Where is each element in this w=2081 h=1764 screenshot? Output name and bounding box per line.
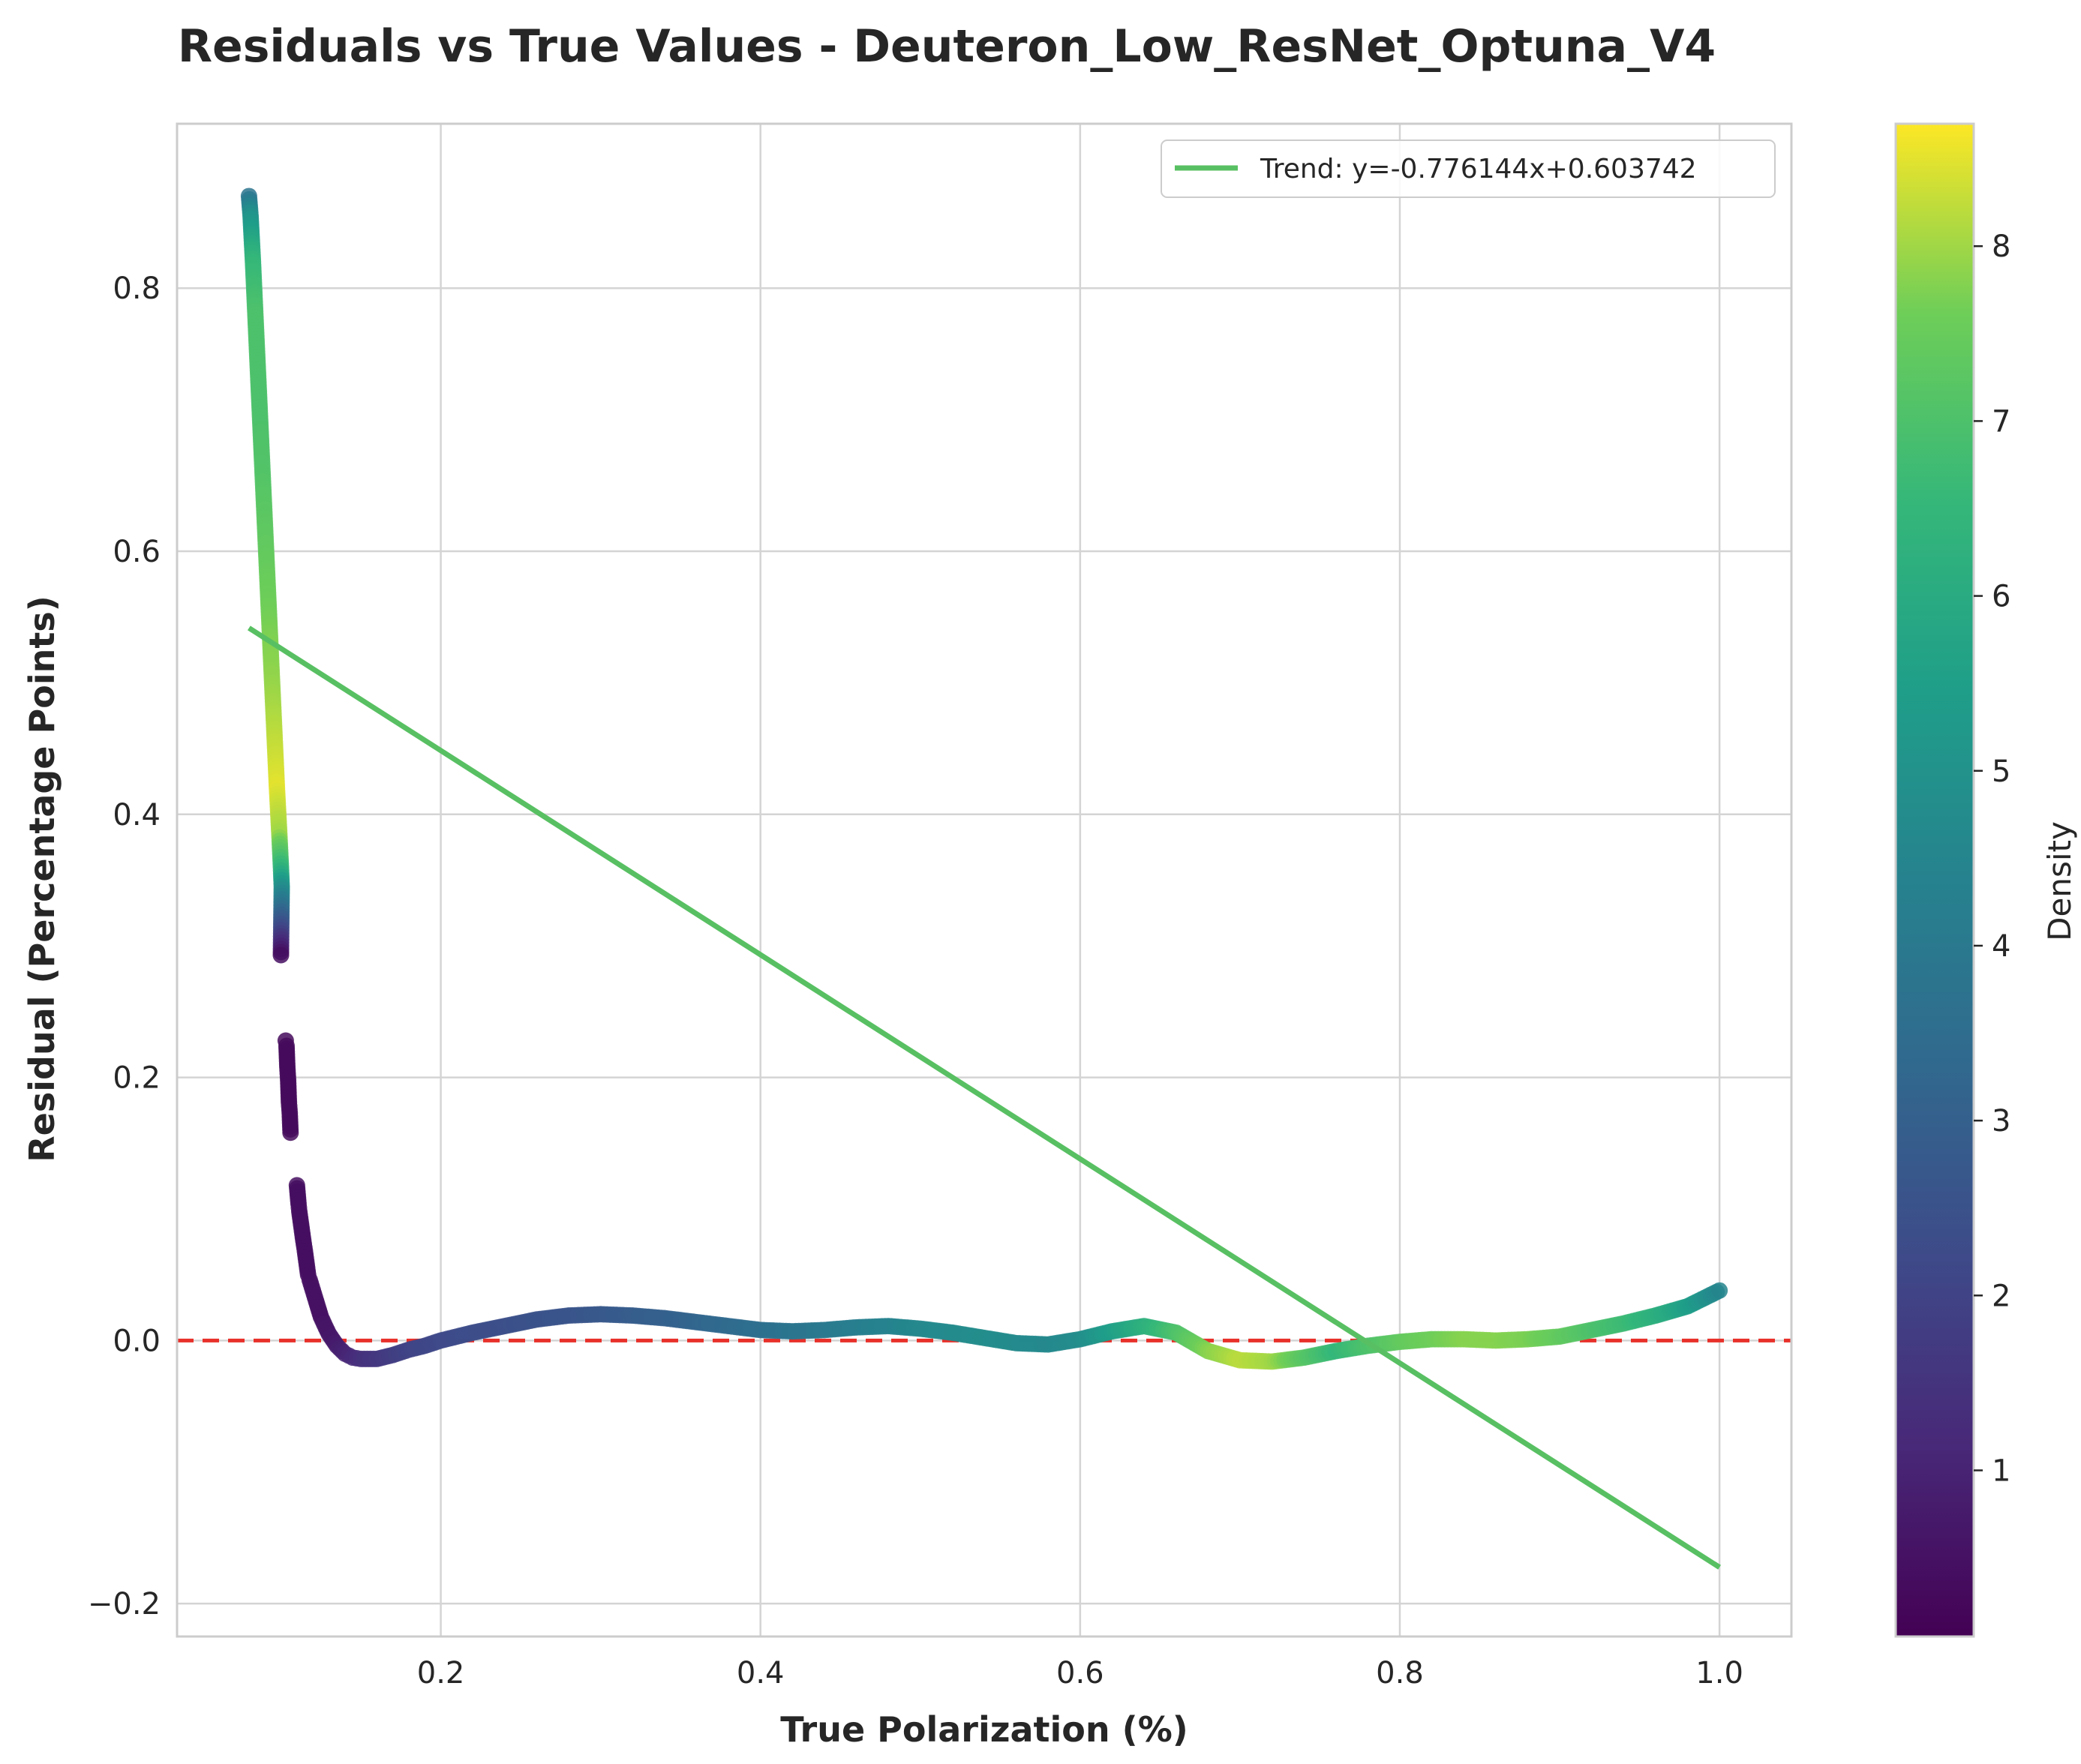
y-axis-ticks: −0.2 0.0 0.2 0.4 0.6 0.8 (88, 272, 161, 1622)
colorbar-tick-label: 4 (1992, 929, 2010, 964)
x-tick-label: 0.4 (737, 1656, 785, 1690)
x-tick-label: 0.6 (1056, 1656, 1104, 1690)
x-tick-label: 0.2 (417, 1656, 465, 1690)
y-tick-label: −0.2 (88, 1587, 161, 1622)
colorbar-ticks: 1 2 3 4 5 6 7 8 (1974, 230, 2010, 1488)
y-tick-label: 0.8 (113, 272, 161, 306)
x-tick-label: 1.0 (1695, 1656, 1743, 1690)
y-axis-label: Residual (Percentage Points) (22, 596, 62, 1162)
colorbar-tick-label: 6 (1992, 580, 2010, 614)
colorbar-tick-label: 1 (1992, 1454, 2010, 1488)
colorbar-tick-label: 7 (1992, 404, 2010, 439)
scatter-point (282, 1124, 299, 1142)
x-axis-ticks: 0.2 0.4 0.6 0.8 1.0 (417, 1656, 1743, 1690)
x-axis-label: True Polarization (%) (780, 1709, 1188, 1750)
trend-line-layer (247, 626, 1722, 1570)
legend-trend-label: Trend: y=-0.776144x+0.603742 (1260, 154, 1697, 184)
trend-line (247, 626, 1722, 1570)
colorbar-tick-label: 2 (1992, 1279, 2010, 1313)
y-tick-label: 0.6 (113, 535, 161, 569)
colorbar-label: Density (2041, 821, 2078, 941)
colorbar-tick-label: 3 (1992, 1104, 2010, 1138)
legend-box (1161, 140, 1776, 198)
colorbar: 1 2 3 4 5 6 7 8 Density (1894, 122, 2078, 1638)
x-tick-label: 0.8 (1376, 1656, 1424, 1690)
y-tick-label: 0.0 (113, 1324, 161, 1358)
plot-frame (176, 122, 1793, 1638)
grid-lines (177, 124, 1791, 1636)
scatter-points (240, 188, 1728, 1370)
legend: Trend: y=-0.776144x+0.603742 (1161, 140, 1776, 198)
colorbar-gradient (1894, 122, 1975, 1638)
chart-title: Residuals vs True Values - Deuteron_Low_… (178, 20, 1716, 73)
colorbar-tick-label: 8 (1992, 230, 2010, 264)
scatter-point (272, 946, 290, 964)
y-tick-label: 0.4 (113, 798, 161, 832)
colorbar-tick-label: 5 (1992, 754, 2010, 789)
y-tick-label: 0.2 (113, 1061, 161, 1096)
scatter-point (1711, 1282, 1728, 1299)
